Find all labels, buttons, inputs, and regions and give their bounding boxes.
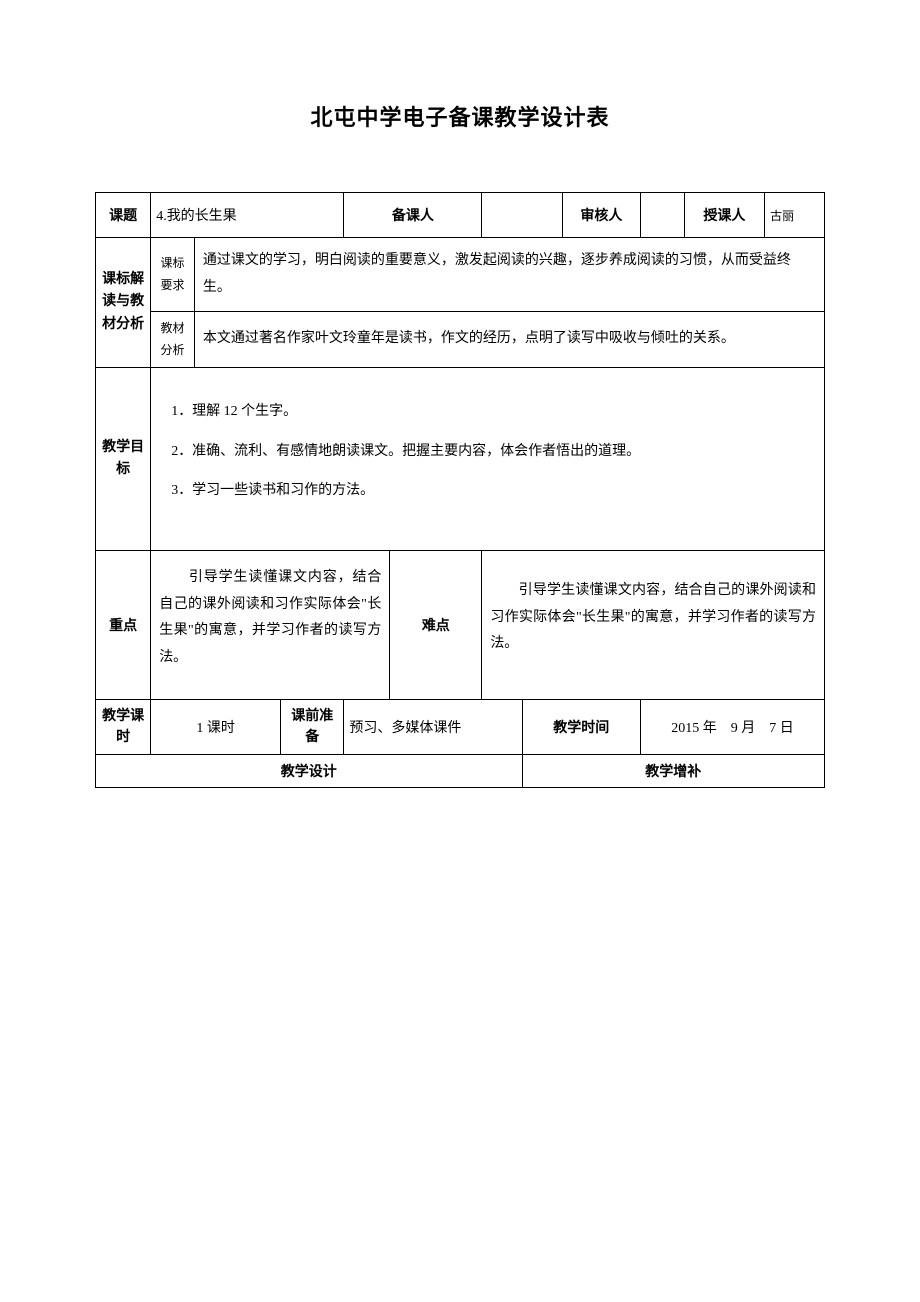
keshi-value: 1 课时 — [151, 700, 281, 755]
mubiao-line2: 2．准确、流利、有感情地朗读课文。把握主要内容，体会作者悟出的道理。 — [171, 432, 814, 471]
kebiao-fenxi-label: 教材分析 — [151, 312, 195, 368]
table-row: 课标解读与教材分析 课标要求 通过课文的学习，明白阅读的重要意义，激发起阅读的兴… — [96, 238, 825, 312]
design-label: 教学设计 — [96, 755, 523, 788]
beikeren-label: 备课人 — [344, 193, 482, 238]
zhongdian-label: 重点 — [96, 550, 151, 699]
lesson-plan-table: 课题 4.我的长生果 备课人 审核人 授课人 古丽 课标解读与教材分析 课标要求… — [95, 192, 825, 788]
prep-value: 预习、多媒体课件 — [344, 700, 522, 755]
keti-value: 4.我的长生果 — [151, 193, 344, 238]
page-title: 北屯中学电子备课教学设计表 — [95, 100, 825, 132]
mubiao-label: 教学目标 — [96, 368, 151, 551]
table-row: 教学目标 1．理解 12 个生字。 2．准确、流利、有感情地朗读课文。把握主要内… — [96, 368, 825, 551]
keti-label: 课题 — [96, 193, 151, 238]
mubiao-line1: 1．理解 12 个生字。 — [171, 392, 814, 431]
mubiao-content: 1．理解 12 个生字。 2．准确、流利、有感情地朗读课文。把握主要内容，体会作… — [151, 368, 825, 551]
shoukeren-value: 古丽 — [765, 193, 825, 238]
nandian-label: 难点 — [390, 550, 482, 699]
kebiao-fenxi-value: 本文通过著名作家叶文玲童年是读书，作文的经历，点明了读写中吸收与倾吐的关系。 — [194, 312, 824, 368]
prep-label: 课前准备 — [281, 700, 344, 755]
supplement-label: 教学增补 — [522, 755, 824, 788]
time-value: 2015 年 9 月 7 日 — [640, 700, 824, 755]
shenheren-value — [640, 193, 684, 238]
kebiao-yaoqiu-value: 通过课文的学习，明白阅读的重要意义，激发起阅读的兴趣，逐步养成阅读的习惯，从而受… — [194, 238, 824, 312]
shoukeren-label: 授课人 — [684, 193, 764, 238]
table-row: 重点 引导学生读懂课文内容，结合自己的课外阅读和习作实际体会"长生果"的寓意，并… — [96, 550, 825, 699]
kebiao-yaoqiu-label: 课标要求 — [151, 238, 195, 312]
table-row: 教学设计 教学增补 — [96, 755, 825, 788]
zhongdian-value: 引导学生读懂课文内容，结合自己的课外阅读和习作实际体会"长生果"的寓意，并学习作… — [151, 550, 390, 699]
mubiao-line3: 3．学习一些读书和习作的方法。 — [171, 471, 814, 510]
time-label: 教学时间 — [522, 700, 640, 755]
beikeren-value — [482, 193, 562, 238]
keshi-label: 教学课时 — [96, 700, 151, 755]
table-row: 教材分析 本文通过著名作家叶文玲童年是读书，作文的经历，点明了读写中吸收与倾吐的… — [96, 312, 825, 368]
table-row: 教学课时 1 课时 课前准备 预习、多媒体课件 教学时间 2015 年 9 月 … — [96, 700, 825, 755]
kebiao-main-label: 课标解读与教材分析 — [96, 238, 151, 368]
shenheren-label: 审核人 — [562, 193, 640, 238]
nandian-value: 引导学生读懂课文内容，结合自己的课外阅读和习作实际体会"长生果"的寓意，并学习作… — [482, 550, 825, 699]
table-row: 课题 4.我的长生果 备课人 审核人 授课人 古丽 — [96, 193, 825, 238]
